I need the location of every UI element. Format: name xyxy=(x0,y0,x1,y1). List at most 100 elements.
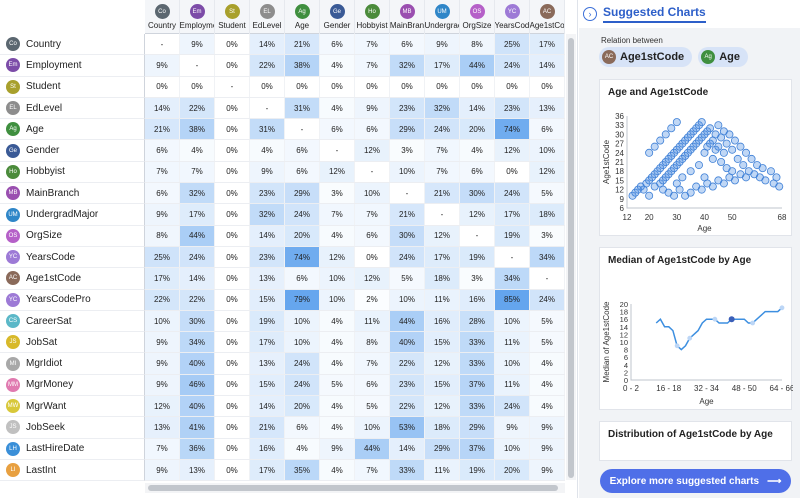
scatter-point[interactable] xyxy=(725,130,734,139)
row-header[interactable]: OS OrgSize xyxy=(0,225,145,247)
correlation-cell[interactable]: 33% xyxy=(460,396,495,417)
row-header[interactable]: Ag Age xyxy=(0,119,145,141)
correlation-cell[interactable]: 0% xyxy=(285,76,320,97)
correlation-cell[interactable]: 18% xyxy=(425,268,460,289)
row-header[interactable]: CS CareerSat xyxy=(0,310,145,333)
correlation-cell[interactable]: 4% xyxy=(530,396,565,417)
correlation-cell[interactable]: 5% xyxy=(355,396,390,417)
row-header[interactable]: MI MgrIdiot xyxy=(0,353,145,375)
correlation-cell[interactable]: 9% xyxy=(425,34,460,55)
column-header[interactable]: Co Country xyxy=(145,0,180,34)
correlation-cell[interactable]: 12% xyxy=(355,140,390,161)
correlation-cell[interactable]: 6% xyxy=(145,140,180,161)
correlation-cell[interactable]: 29% xyxy=(460,417,495,438)
row-header[interactable]: Ho Hobbyist xyxy=(0,161,145,184)
correlation-cell[interactable]: 17% xyxy=(495,204,530,225)
correlation-cell[interactable]: 22% xyxy=(180,289,215,310)
scatter-point[interactable] xyxy=(650,142,659,151)
correlation-cell[interactable]: 24% xyxy=(390,246,425,268)
correlation-cell[interactable]: 9% xyxy=(320,438,355,459)
row-header[interactable]: Co Country xyxy=(0,34,145,56)
distribution-chart-card[interactable]: Distribution of Age1stCode by Age xyxy=(599,421,792,461)
correlation-cell[interactable]: 9% xyxy=(180,34,215,55)
correlation-cell[interactable]: 9% xyxy=(530,417,565,438)
correlation-cell[interactable]: 0% xyxy=(530,76,565,97)
correlation-cell[interactable]: 6% xyxy=(320,119,355,140)
correlation-cell[interactable]: - xyxy=(215,76,250,97)
correlation-cell[interactable]: 30% xyxy=(460,183,495,204)
row-header[interactable]: MB MainBranch xyxy=(0,183,145,205)
correlation-cell[interactable]: 12% xyxy=(355,268,390,289)
horizontal-scrollbar[interactable] xyxy=(145,483,565,493)
scatter-point[interactable] xyxy=(672,145,681,154)
correlation-cell[interactable]: 13% xyxy=(530,97,565,119)
correlation-cell[interactable]: 35% xyxy=(285,459,320,481)
correlation-cell[interactable]: 20% xyxy=(285,396,320,417)
scatter-point[interactable] xyxy=(703,142,712,151)
row-header[interactable]: MW MgrWant xyxy=(0,396,145,418)
correlation-cell[interactable]: 10% xyxy=(530,140,565,161)
correlation-cell[interactable]: 0% xyxy=(215,225,250,246)
column-header[interactable]: UM Undergrac xyxy=(425,0,460,34)
correlation-cell[interactable]: 7% xyxy=(145,161,180,183)
correlation-cell[interactable]: 0% xyxy=(355,246,390,268)
correlation-cell[interactable]: 34% xyxy=(530,246,565,268)
correlation-cell[interactable]: 32% xyxy=(180,183,215,204)
scatter-point[interactable] xyxy=(692,124,701,133)
correlation-cell[interactable]: 4% xyxy=(250,140,285,161)
correlation-cell[interactable]: 17% xyxy=(250,459,285,481)
correlation-cell[interactable]: 5% xyxy=(390,268,425,289)
correlation-cell[interactable]: 41% xyxy=(180,417,215,438)
correlation-cell[interactable]: 12% xyxy=(530,161,565,183)
scatter-point[interactable] xyxy=(658,176,667,185)
correlation-cell[interactable]: 22% xyxy=(145,289,180,310)
correlation-cell[interactable]: 7% xyxy=(145,438,180,459)
correlation-cell[interactable]: 15% xyxy=(250,374,285,396)
correlation-cell[interactable]: 0% xyxy=(215,438,250,459)
correlation-cell[interactable]: 33% xyxy=(460,332,495,353)
scatter-point[interactable] xyxy=(672,161,681,170)
correlation-cell[interactable]: 24% xyxy=(495,55,530,76)
explore-more-charts-button[interactable]: Explore more suggested charts ⟶ xyxy=(600,469,791,493)
correlation-cell[interactable]: 4% xyxy=(320,332,355,353)
row-header[interactable]: JS JobSat xyxy=(0,332,145,354)
correlation-cell[interactable]: 16% xyxy=(460,289,495,310)
correlation-cell[interactable]: 0% xyxy=(320,76,355,97)
correlation-cell[interactable]: 23% xyxy=(390,374,425,396)
scatter-point[interactable] xyxy=(708,154,717,163)
correlation-cell[interactable]: 0% xyxy=(425,76,460,97)
correlation-cell[interactable]: 10% xyxy=(355,183,390,204)
scatter-point[interactable] xyxy=(683,133,692,142)
correlation-cell[interactable]: 23% xyxy=(495,97,530,119)
scatter-point[interactable] xyxy=(689,142,698,151)
correlation-cell[interactable]: 4% xyxy=(320,55,355,76)
relation-chip-age1stcode[interactable]: AC Age1stCode xyxy=(599,47,693,67)
correlation-cell[interactable]: 4% xyxy=(320,459,355,481)
scatter-point[interactable] xyxy=(719,179,728,188)
panel-title[interactable]: Suggested Charts xyxy=(603,5,706,23)
correlation-cell[interactable]: 0% xyxy=(215,374,250,396)
column-header[interactable]: Em Employme xyxy=(180,0,215,34)
correlation-cell[interactable]: 13% xyxy=(180,459,215,481)
correlation-cell[interactable]: 4% xyxy=(320,396,355,417)
correlation-cell[interactable]: 0% xyxy=(355,76,390,97)
median-point[interactable] xyxy=(687,335,693,341)
row-header[interactable]: LI LastInt xyxy=(0,459,145,482)
correlation-cell[interactable]: 38% xyxy=(180,119,215,140)
correlation-cell[interactable]: 9% xyxy=(145,353,180,374)
correlation-cell[interactable]: 29% xyxy=(390,119,425,140)
scatter-point[interactable] xyxy=(675,142,684,151)
scatter-point[interactable] xyxy=(697,118,706,127)
correlation-cell[interactable]: 24% xyxy=(425,119,460,140)
scatter-point[interactable] xyxy=(683,148,692,157)
correlation-cell[interactable]: 24% xyxy=(495,183,530,204)
correlation-cell[interactable]: 7% xyxy=(355,204,390,225)
correlation-cell[interactable]: - xyxy=(250,97,285,119)
scatter-point[interactable] xyxy=(739,161,748,170)
correlation-cell[interactable]: 12% xyxy=(320,246,355,268)
column-header[interactable]: EL EdLevel xyxy=(250,0,285,34)
correlation-cell[interactable]: 3% xyxy=(460,268,495,289)
scatter-point[interactable] xyxy=(678,154,687,163)
correlation-cell[interactable]: 19% xyxy=(460,246,495,268)
correlation-cell[interactable]: 22% xyxy=(250,55,285,76)
